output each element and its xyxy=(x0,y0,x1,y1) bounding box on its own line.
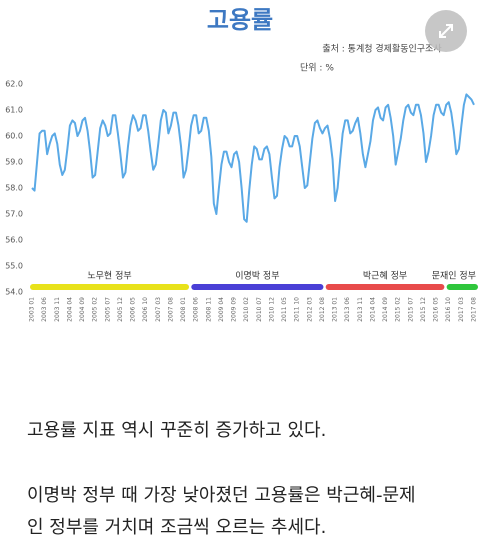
y-tick-label: 58.0 xyxy=(5,184,23,193)
source: 출처 : 통계청 경제활동인구조사 xyxy=(322,43,442,55)
x-tick-label: 2003 06 xyxy=(41,297,48,322)
y-tick-label: 62.0 xyxy=(5,80,23,89)
x-tick-label: 2007 03 xyxy=(155,297,162,322)
x-tick-label: 2014 09 xyxy=(382,297,389,322)
paragraph: 고용률 지표 역시 꾸준히 증가하고 있다. xyxy=(27,420,327,441)
x-tick-label: 2013 11 xyxy=(357,297,364,322)
x-tick-label: 2004 09 xyxy=(79,297,86,322)
y-tick-label: 57.0 xyxy=(5,210,23,219)
period-label: 박근혜 정부 xyxy=(363,270,407,282)
x-tick-label: 2015 12 xyxy=(420,297,427,322)
period-band xyxy=(325,284,445,290)
y-tick-label: 56.0 xyxy=(5,236,23,245)
x-tick-label: 2005 07 xyxy=(104,297,111,322)
x-tick-label: 2006 10 xyxy=(142,297,149,322)
chart: 고용률 출처 : 통계청 경제활동인구조사 단위 : % 54.0 55.0 56.… xyxy=(5,6,478,322)
unit: 단위 : % xyxy=(300,63,334,74)
paragraph-line: 인 정부를 거치며 조금씩 오르는 추세다. xyxy=(27,517,327,538)
x-tick-label: 2009 09 xyxy=(231,297,238,322)
line xyxy=(31,93,475,223)
paragraph-line: 이명박 정부 때 가장 낮아졌던 고용률은 박근혜-문제 xyxy=(27,485,416,506)
x-tick-label: 2011 05 xyxy=(281,297,288,322)
x-tick-label: 2016 05 xyxy=(433,297,440,322)
x-tick-label: 2010 07 xyxy=(256,297,263,322)
x-tick-label: 2003 01 xyxy=(29,297,36,322)
x-tick-label: 2003 11 xyxy=(54,297,61,322)
x-tick-label: 2010 02 xyxy=(243,297,250,322)
x-tick-label: 2009 04 xyxy=(218,297,225,322)
period-label: 문재인 정부 xyxy=(432,271,476,282)
period-label: 노무현 정부 xyxy=(87,271,131,282)
x-tick-label: 2014 04 xyxy=(369,297,376,322)
period-label: 이명박 정부 xyxy=(235,271,279,282)
x-tick-label: 2015 07 xyxy=(407,297,414,322)
x-tick-label: 2013 06 xyxy=(344,297,351,322)
x-tick-label: 2013 01 xyxy=(332,297,339,322)
y-tick-label: 55.0 xyxy=(5,262,23,271)
x-tick-label: 2012 03 xyxy=(306,297,313,322)
x-tick-label: 2012 08 xyxy=(319,297,326,322)
expand-icon xyxy=(439,24,453,38)
x-tick-label: 2005 02 xyxy=(92,297,99,322)
x-tick-label: 2017 08 xyxy=(471,297,478,322)
y-tick-label: 54.0 xyxy=(5,288,23,297)
x-tick-label: 2007 08 xyxy=(167,297,174,322)
y-tick-label: 61.0 xyxy=(5,106,23,115)
x-tick-label: 2008 01 xyxy=(180,297,187,322)
period-band xyxy=(30,284,190,290)
x-tick-label: 2006 05 xyxy=(130,297,137,322)
x-tick-label: 2015 02 xyxy=(395,297,402,322)
x-tick-label: 2008 11 xyxy=(205,297,212,322)
x-tick-label: 2011 10 xyxy=(294,297,301,322)
x-tick-label: 2016 10 xyxy=(445,297,452,322)
x-tick-label: 2004 04 xyxy=(66,297,73,322)
chart-title: 고용률 xyxy=(207,6,273,34)
y-tick-label: 59.0 xyxy=(5,158,23,167)
period-band xyxy=(191,284,324,290)
x-tick-label: 2008 06 xyxy=(193,297,200,322)
x-tick-label: 2005 12 xyxy=(117,297,124,322)
x-tick-label: 2010 12 xyxy=(268,297,275,322)
y-tick-label: 60.0 xyxy=(5,132,23,141)
period-band xyxy=(446,284,478,290)
x-tick-label: 2017 03 xyxy=(458,297,465,322)
expand-button[interactable] xyxy=(425,10,467,52)
